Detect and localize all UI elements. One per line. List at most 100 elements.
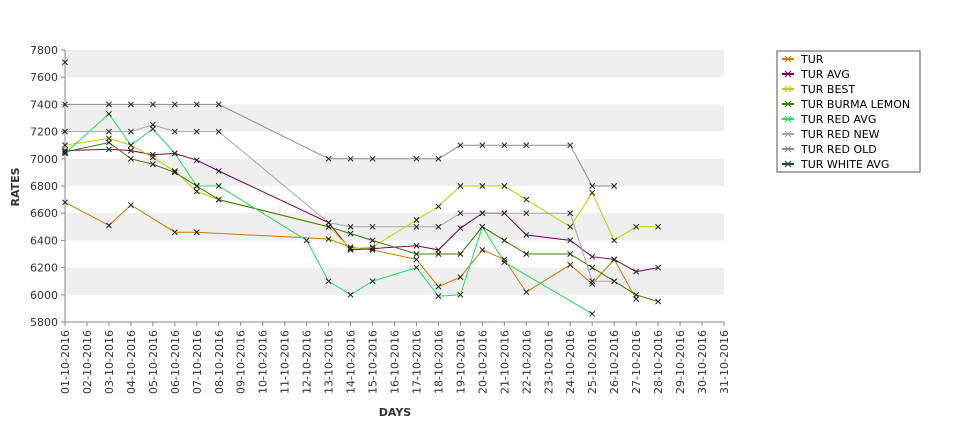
y-tick-label: 5800 (30, 316, 58, 329)
data-point (435, 203, 442, 210)
data-point (149, 154, 156, 161)
x-tick-label: 06-10-2016 (169, 330, 182, 394)
x-tick-label: 16-10-2016 (389, 330, 402, 394)
y-tick-label: 6400 (30, 234, 58, 247)
data-point (479, 246, 486, 253)
data-point (567, 237, 574, 244)
data-point (457, 183, 464, 189)
x-tick-label: 12-10-2016 (301, 330, 314, 394)
data-point (369, 278, 376, 285)
x-tick-label: 30-10-2016 (696, 330, 709, 394)
data-point (62, 150, 68, 157)
data-point (193, 157, 200, 164)
series-tur-burma-lemon (62, 139, 662, 305)
data-point (655, 264, 662, 271)
legend-label: TUR AVG (800, 68, 850, 81)
data-point (457, 274, 464, 281)
data-point (413, 217, 420, 223)
data-point (457, 210, 464, 217)
x-tick-label: 04-10-2016 (125, 330, 138, 394)
data-point (589, 189, 596, 196)
grid-band (65, 50, 724, 78)
data-point (413, 155, 420, 162)
y-tick-label: 7200 (30, 126, 58, 139)
legend-marker (784, 70, 792, 78)
data-point (127, 101, 134, 108)
x-tick-label: 11-10-2016 (279, 330, 292, 394)
data-point (589, 280, 596, 287)
data-point (369, 237, 376, 244)
data-point (215, 128, 222, 135)
y-axis-title: RATES (9, 167, 22, 206)
data-point (149, 121, 156, 128)
data-point (325, 236, 332, 242)
data-point (479, 223, 486, 230)
data-point (127, 155, 134, 162)
legend-label: TUR WHITE AVG (800, 158, 889, 171)
legend-label: TUR (800, 53, 824, 66)
data-point (127, 142, 134, 149)
data-point (479, 183, 486, 189)
y-tick-label: 6200 (30, 262, 58, 275)
legend: TUR TUR AVG TUR BEST TUR BURMA LEMON TUR RED… (776, 50, 921, 173)
data-point (62, 149, 68, 155)
data-point (62, 142, 68, 149)
data-point (127, 128, 134, 135)
data-point (435, 223, 442, 230)
data-point (611, 237, 618, 244)
data-point (215, 183, 222, 189)
data-point (567, 210, 574, 217)
y-tick-label: 7600 (30, 71, 58, 84)
data-point (523, 196, 530, 203)
data-point (149, 161, 156, 168)
x-axis-title: DAYS (379, 406, 412, 419)
y-tick-label: 7400 (30, 98, 58, 111)
y-tick-label: 6600 (30, 207, 58, 220)
data-point (457, 142, 464, 149)
data-point (501, 256, 508, 263)
data-point (567, 223, 574, 230)
data-point (369, 223, 376, 230)
x-tick-label: 17-10-2016 (410, 330, 423, 394)
x-tick-label: 09-10-2016 (235, 330, 248, 394)
legend-label: TUR RED NEW (800, 128, 880, 141)
legend-item-tur-avg: TUR AVG (782, 68, 850, 81)
data-point (303, 237, 310, 244)
data-point (633, 291, 640, 298)
x-tick-label: 08-10-2016 (213, 330, 226, 394)
data-point (479, 210, 486, 217)
x-tick-label: 22-10-2016 (520, 330, 533, 394)
x-tick-label: 20-10-2016 (476, 330, 489, 394)
data-point (193, 101, 200, 108)
data-point (62, 59, 68, 66)
data-point (567, 261, 574, 268)
data-point (589, 253, 596, 260)
x-tick-label: 28-10-2016 (652, 330, 665, 394)
grid-band (65, 267, 724, 295)
x-tick-label: 27-10-2016 (630, 330, 643, 394)
data-point (105, 110, 112, 117)
legend-label: TUR BEST (800, 83, 855, 96)
data-point (171, 229, 178, 236)
data-point (171, 128, 178, 135)
data-point (171, 169, 178, 176)
y-axis: 5800 6000 6200 6400 6600 6800 7000 7200 7400 7600… (30, 44, 66, 329)
legend-label: TUR RED AVG (800, 113, 876, 126)
data-point (215, 101, 222, 108)
data-point (633, 223, 640, 230)
grid-band (65, 158, 724, 186)
x-tick-label: 26-10-2016 (608, 330, 621, 394)
legend-item-tur-red-new: TUR RED NEW (782, 128, 880, 141)
data-point (171, 101, 178, 108)
data-point (523, 251, 530, 257)
data-point (325, 219, 332, 226)
data-point (369, 244, 376, 251)
data-point (193, 229, 200, 236)
x-tick-label: 24-10-2016 (564, 330, 577, 394)
data-point (655, 298, 662, 305)
series-tur-red-avg (62, 110, 596, 317)
series-line (64, 201, 637, 300)
data-point (655, 223, 662, 230)
data-point (215, 196, 222, 203)
